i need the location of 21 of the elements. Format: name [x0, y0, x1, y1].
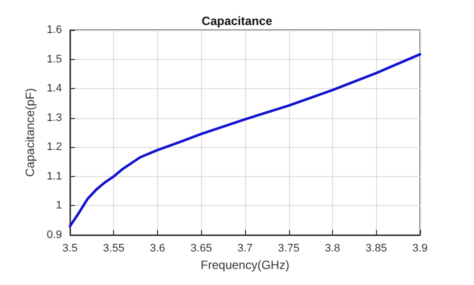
y-tick-label: 1 — [56, 200, 62, 212]
x-tick-label: 3.7 — [237, 242, 253, 254]
x-tick-label: 3.6 — [150, 242, 166, 254]
y-tick-label: 1.5 — [46, 53, 62, 66]
x-tick-label: 3.65 — [190, 242, 212, 254]
x-tick-label: 3.5 — [62, 242, 78, 254]
y-tick-label: 1.4 — [46, 82, 62, 95]
x-tick-label: 3.75 — [278, 242, 300, 254]
x-tick-label: 3.8 — [324, 242, 340, 254]
x-tick-label: 3.55 — [103, 242, 124, 254]
y-tick-label: 1.1 — [46, 170, 62, 182]
y-tick-label: 1.3 — [46, 112, 62, 124]
x-axis-title: Frequency(GHz) — [200, 258, 290, 272]
y-axis-title: Capacitance(pF) — [22, 88, 37, 177]
x-tick-label: 3.9 — [412, 242, 428, 254]
line-series — [68, 53, 422, 228]
y-tick-label: 1.2 — [46, 141, 62, 154]
y-tick-label: 0.9 — [46, 229, 62, 241]
x-tick-label: 3.85 — [366, 242, 387, 254]
y-tick-label: 1.6 — [46, 24, 62, 36]
chart-title: Capacitance — [202, 14, 273, 28]
